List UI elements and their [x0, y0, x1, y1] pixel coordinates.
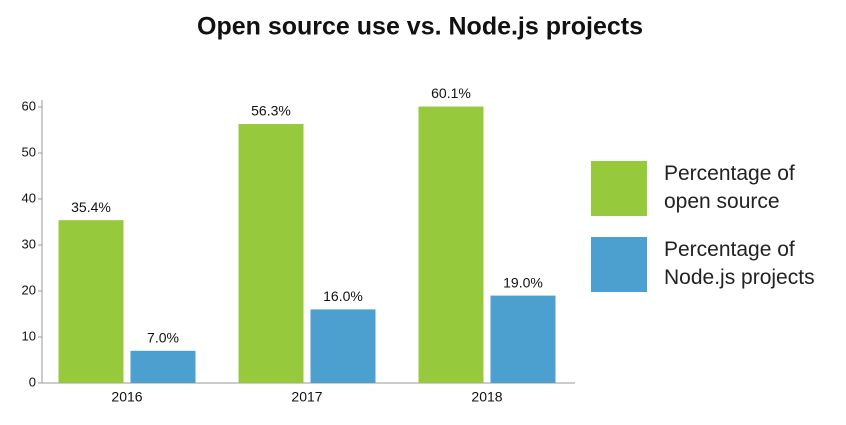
legend-item: Percentage of open source — [591, 160, 846, 216]
legend-item: Percentage of Node.js projects — [591, 236, 846, 292]
bar — [310, 309, 376, 383]
legend-label: Percentage of Node.js projects — [664, 238, 815, 289]
y-tick-label: 40 — [22, 190, 36, 205]
bar — [490, 295, 556, 383]
legend-swatch — [591, 160, 647, 216]
y-tick-label: 20 — [22, 282, 36, 297]
bar — [130, 350, 196, 383]
value-label: 16.0% — [323, 288, 363, 304]
y-tick-label: 10 — [22, 328, 36, 343]
x-tick-label: 2018 — [471, 389, 502, 405]
bar — [238, 124, 304, 384]
chart-title: Open source use vs. Node.js projects — [197, 13, 643, 41]
bar — [58, 220, 124, 383]
y-tick-label: 60 — [22, 98, 36, 113]
legend-label: Percentage of open source — [664, 162, 795, 213]
y-tick-label: 0 — [29, 374, 36, 389]
value-label: 7.0% — [147, 330, 179, 346]
y-tick-label: 30 — [22, 236, 36, 251]
legend: Percentage of open source Percentage of N… — [591, 160, 846, 312]
value-label: 19.0% — [503, 274, 543, 290]
legend-swatch — [591, 236, 647, 292]
x-tick-label: 2016 — [111, 389, 142, 405]
bar — [418, 106, 484, 383]
x-tick-label: 2017 — [291, 389, 322, 405]
value-label: 56.3% — [251, 103, 291, 119]
value-label: 60.1% — [431, 85, 471, 101]
y-tick-label: 50 — [22, 144, 36, 159]
value-label: 35.4% — [71, 199, 111, 215]
